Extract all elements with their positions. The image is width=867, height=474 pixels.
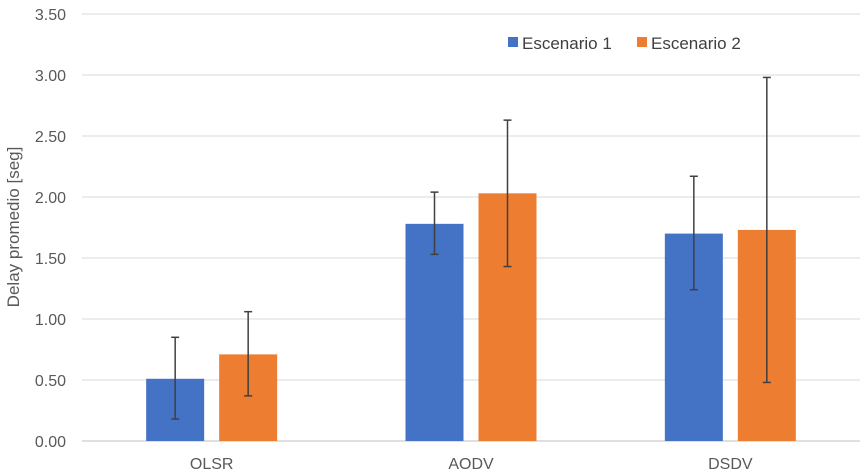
error-bar [244, 310, 253, 397]
legend-label: Escenario 1 [522, 34, 612, 53]
error-bar [171, 336, 180, 420]
legend-item: Escenario 1 [508, 34, 612, 53]
x-category-label: OLSR [190, 456, 234, 473]
y-tick-label: 0.00 [35, 434, 66, 451]
bars [146, 193, 796, 441]
y-tick-label: 3.00 [35, 68, 66, 85]
y-tick-label: 1.50 [35, 251, 66, 268]
legend-label: Escenario 2 [651, 34, 741, 53]
y-tick-label: 2.00 [35, 190, 66, 207]
bar-aodv-series-1 [405, 223, 464, 441]
error-bar [430, 191, 439, 256]
error-bars [171, 76, 771, 420]
x-category-label: AODV [448, 456, 494, 473]
y-axis-tick-labels: 0.00 0.50 1.00 1.50 2.00 2.50 3.00 3.50 [35, 7, 66, 451]
y-tick-label: 0.50 [35, 373, 66, 390]
legend: Escenario 1 Escenario 2 [508, 34, 741, 53]
error-bar [503, 119, 512, 268]
legend-item: Escenario 2 [637, 34, 741, 53]
legend-swatch [508, 37, 518, 47]
y-tick-label: 1.00 [35, 312, 66, 329]
x-axis-category-labels: OLSR AODV DSDV [190, 456, 753, 473]
legend-swatch [637, 37, 647, 47]
error-bar [762, 76, 771, 384]
y-axis-label: Delay promedio [seg] [4, 147, 23, 308]
y-tick-label: 2.50 [35, 129, 66, 146]
gridlines [82, 13, 860, 442]
x-category-label: DSDV [708, 456, 753, 473]
error-bar [689, 175, 698, 291]
y-tick-label: 3.50 [35, 7, 66, 24]
